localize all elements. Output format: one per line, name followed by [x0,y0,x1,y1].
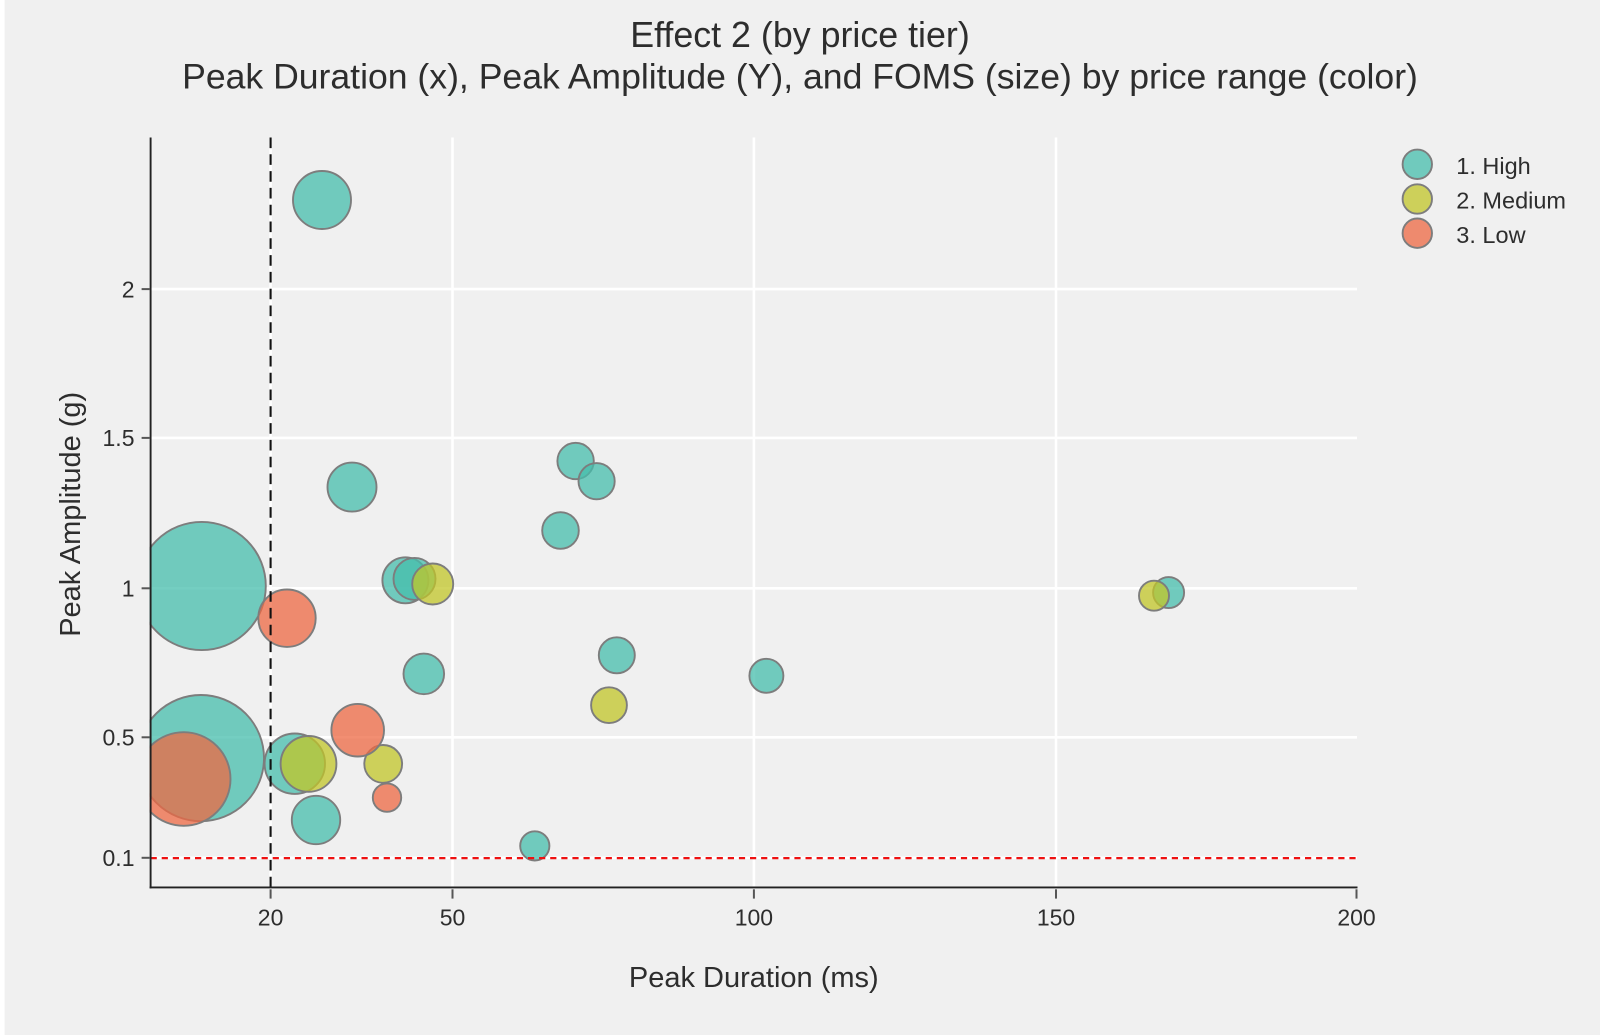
svg-text:Effect 2 (by price tier): Effect 2 (by price tier) [630,15,970,55]
svg-text:150: 150 [1037,905,1075,931]
svg-text:1: 1 [122,576,135,602]
svg-text:Peak Duration (ms): Peak Duration (ms) [629,962,879,994]
svg-text:0.5: 0.5 [103,725,135,751]
svg-text:100: 100 [735,905,773,931]
svg-text:Peak Duration (x), Peak Amplit: Peak Duration (x), Peak Amplitude (Y), a… [182,57,1418,97]
svg-text:50: 50 [440,905,466,931]
svg-text:200: 200 [1337,905,1375,931]
svg-text:2: 2 [122,276,135,302]
svg-text:0.1: 0.1 [103,845,135,871]
svg-text:1.5: 1.5 [103,425,135,451]
svg-text:20: 20 [258,905,284,931]
svg-text:1. High: 1. High [1456,153,1530,179]
svg-text:2. Medium: 2. Medium [1456,188,1566,214]
svg-text:3. Low: 3. Low [1456,222,1526,248]
svg-text:Peak Amplitude (g): Peak Amplitude (g) [55,392,87,637]
